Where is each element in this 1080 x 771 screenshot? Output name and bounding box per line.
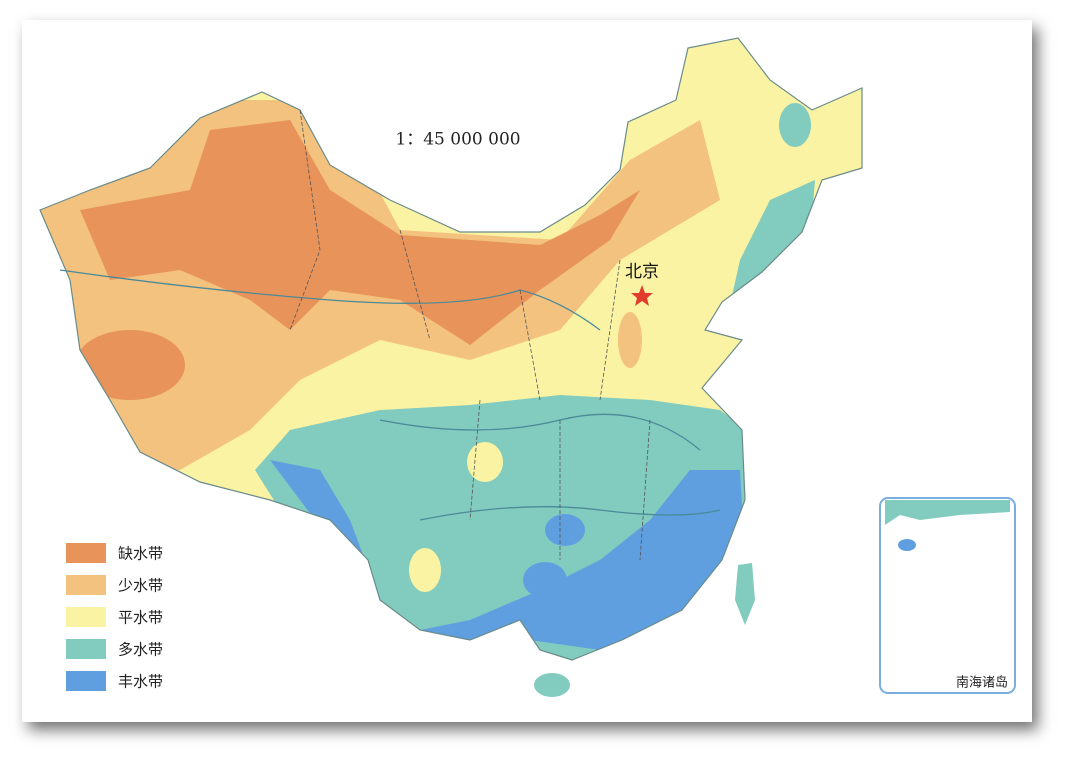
taiwan	[735, 563, 755, 625]
province-borders	[289, 109, 651, 561]
inset-title: 南海诸岛	[956, 675, 1008, 691]
legend-label: 缺水带	[118, 545, 163, 563]
legend-label: 多水带	[118, 641, 163, 659]
zone-flat	[467, 442, 503, 482]
zone-more	[730, 180, 815, 305]
zone-deficient	[75, 330, 185, 400]
scale: 1：45 000 000	[395, 130, 520, 150]
legend-swatch	[66, 639, 106, 659]
zone-rich	[270, 460, 745, 650]
legend-swatch	[66, 543, 106, 563]
legend-swatch	[66, 607, 106, 627]
zone-rich	[523, 562, 567, 598]
zone-more	[779, 103, 811, 147]
legend-swatch	[66, 575, 106, 595]
zone-less	[618, 312, 642, 368]
legend-label: 平水带	[118, 609, 163, 627]
capital-label: 北京	[625, 262, 659, 282]
legend-swatch	[66, 671, 106, 691]
legend-label: 丰水带	[118, 673, 163, 691]
capital-star	[631, 285, 653, 306]
zone-rich	[545, 514, 585, 546]
inset-frame	[879, 497, 1016, 694]
legend-label: 少水带	[118, 577, 163, 595]
zone-deficient	[80, 120, 640, 345]
inset-coast	[885, 500, 1010, 525]
zone-flat	[409, 548, 441, 592]
inset-island	[898, 539, 916, 551]
hainan	[534, 673, 570, 697]
